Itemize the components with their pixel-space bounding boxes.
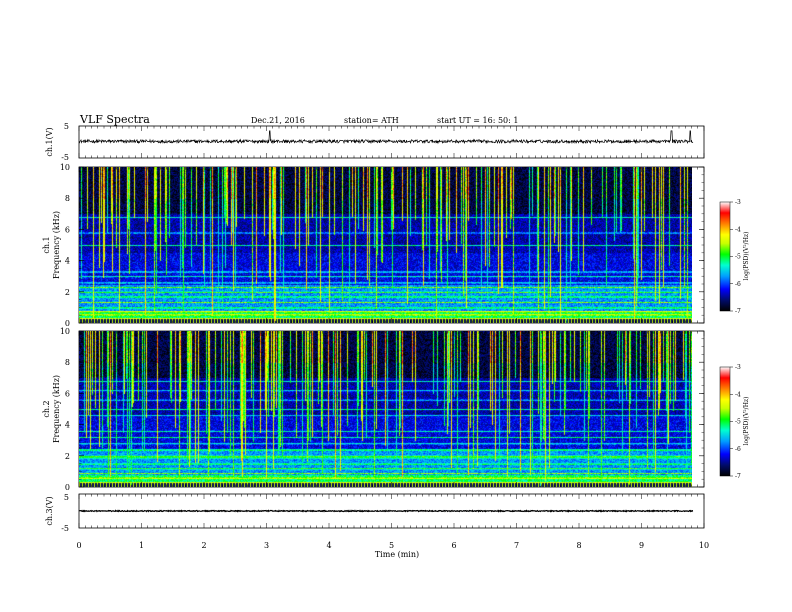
- x-axis-label: Time (min): [375, 550, 419, 559]
- y-tick-label: 10: [60, 163, 70, 172]
- y-tick-label: 8: [65, 358, 70, 367]
- ch1-waveform-panel: 5 -5 ch.1(V): [45, 122, 705, 162]
- x-tick-label: 6: [451, 541, 456, 550]
- colorbar-tick-label: -4: [735, 391, 741, 398]
- ch1-spec-ylabel: ch.1Frequency (kHz): [42, 211, 61, 279]
- station-label: station= ATH: [344, 116, 399, 125]
- x-tick-label: 10: [699, 541, 709, 550]
- x-tick-label: 0: [76, 541, 81, 550]
- colorbar-tick-label: -7: [735, 473, 741, 480]
- y-tick-label: 2: [65, 452, 70, 461]
- x-tick-label: 7: [514, 541, 519, 550]
- colorbar-tick-label: -4: [735, 226, 741, 233]
- ch1-ylabel: ch.1(V): [45, 127, 54, 156]
- x-tick-label: 9: [639, 541, 644, 550]
- ch1-colorbar-label: log(PSD)(V²/Hz): [743, 232, 750, 281]
- ch1-colorbar: -3 -4 -5 -6 -7 log(PSD)(V²/Hz): [719, 199, 750, 315]
- x-tick-labels: 0 1 2 3 4 5 6 7 8 9 10: [76, 541, 709, 550]
- ch1-spectrogram-image: [79, 167, 692, 323]
- colorbar-tick-label: -6: [735, 281, 741, 288]
- x-tick-label: 3: [264, 541, 269, 550]
- ch2-spectrogram-image: [79, 331, 692, 487]
- date-label: Dec.21, 2016: [251, 116, 305, 125]
- ch3-waveform-line: [78, 509, 694, 513]
- x-tick-label: 8: [576, 541, 581, 550]
- x-tick-label: 2: [201, 541, 206, 550]
- colorbar-tick-label: -7: [735, 308, 741, 315]
- y-tick-label: 2: [65, 288, 70, 297]
- ch3-ylabel: ch.3(V): [45, 496, 54, 525]
- ch1-spectrogram-panel: 0 2 4 6 8 10 ch.1Frequency (kHz) -3 -4 -5 -6 -7 l…: [42, 163, 750, 328]
- x-tick-label: 4: [326, 541, 331, 550]
- start-ut-label: start UT = 16: 50: 1: [437, 116, 518, 125]
- colorbar-tick-label: -5: [735, 254, 741, 261]
- y-tick-label: 0: [65, 319, 70, 328]
- colorbar-tick-label: -6: [735, 446, 741, 453]
- ch2-spec-ylabel: ch.2Frequency (kHz): [42, 375, 61, 443]
- y-tick-label: 6: [65, 225, 70, 234]
- y-tick-label: 4: [65, 257, 70, 266]
- ch1-ytick-top: 5: [64, 122, 69, 131]
- colorbar-tick-label: -3: [735, 364, 741, 371]
- y-tick-label: 4: [65, 421, 70, 430]
- y-tick-label: 8: [65, 194, 70, 203]
- ch3-ytick-top: 5: [64, 493, 69, 502]
- ch1-ytick-bottom: -5: [61, 153, 69, 162]
- y-tick-label: 0: [65, 483, 70, 492]
- y-tick-label: 10: [60, 327, 70, 336]
- ch2-colorbar: -3 -4 -5 -6 -7 log(PSD)(V²/Hz): [719, 364, 750, 480]
- ch1-waveform-line: [79, 130, 694, 145]
- y-tick-label: 6: [65, 389, 70, 398]
- ch3-ytick-bottom: -5: [61, 524, 69, 533]
- colorbar-tick-label: -3: [735, 199, 741, 206]
- ch2-spectrogram-panel: 0 2 4 6 8 10 ch.2Frequency (kHz) -3 -4 -5 -6 -7 l…: [42, 327, 750, 492]
- x-tick-label: 1: [139, 541, 144, 550]
- x-tick-label: 5: [389, 541, 394, 550]
- ch2-colorbar-label: log(PSD)(V²/Hz): [743, 397, 750, 446]
- chart-title: VLF Spectra: [79, 113, 150, 126]
- colorbar-tick-label: -5: [735, 419, 741, 426]
- ch3-waveform-panel: 5 -5 ch.3(V): [45, 493, 705, 533]
